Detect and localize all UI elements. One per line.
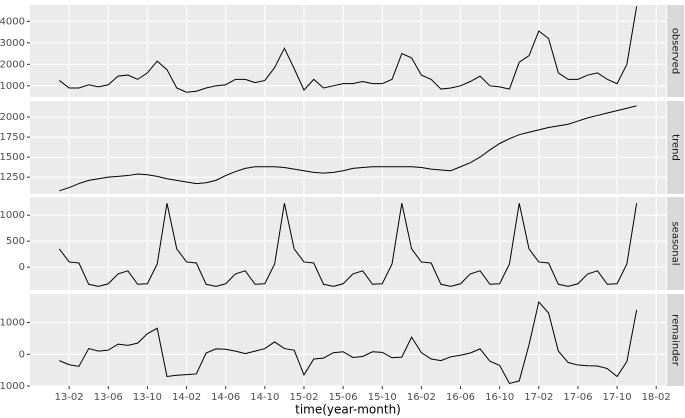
x-tick-label: 17-10 — [603, 392, 632, 403]
x-tick-label: 14-06 — [211, 392, 240, 403]
x-tick-label: 16-06 — [446, 392, 475, 403]
x-tick-label: 13-06 — [94, 392, 123, 403]
panel-background — [30, 101, 666, 194]
x-tick-label: 15-02 — [289, 392, 318, 403]
y-tick-label: 0 — [19, 349, 25, 360]
x-tick-label: 18-02 — [642, 392, 671, 403]
panel-background — [30, 197, 666, 290]
x-tick-label: 13-10 — [133, 392, 162, 403]
x-tick-label: 16-02 — [407, 392, 436, 403]
series-line — [59, 6, 638, 93]
x-tick-label: 14-02 — [172, 392, 201, 403]
x-tick-label: 14-10 — [250, 392, 279, 403]
x-tick-label: 15-10 — [368, 392, 397, 403]
series-line — [59, 105, 637, 192]
x-tick-label: 13-02 — [55, 392, 84, 403]
y-tick-label: 500 — [6, 236, 25, 247]
y-tick-label: 2000 — [0, 112, 25, 123]
x-axis-title: time(year-month) — [295, 403, 401, 417]
series-line — [59, 300, 638, 385]
strip-background — [667, 5, 684, 97]
y-tick-label: 0 — [19, 262, 25, 273]
x-tick-label: 17-02 — [524, 392, 553, 403]
y-tick-label: 1750 — [0, 132, 25, 143]
y-tick-label: 1250 — [0, 172, 25, 183]
y-tick-label: 3000 — [0, 38, 25, 49]
x-tick-label: 17-06 — [563, 392, 592, 403]
strip-background — [667, 294, 684, 386]
y-tick-label: 1500 — [0, 152, 25, 163]
y-tick-label: -1000 — [0, 381, 25, 392]
series-line — [58, 203, 638, 287]
strip-label: observed — [670, 28, 681, 74]
x-tick-label: 16-10 — [485, 392, 514, 403]
panel-background — [30, 5, 666, 97]
strip-label: seasonal — [670, 221, 681, 265]
strip-background — [667, 197, 684, 290]
y-tick-label: 1000 — [0, 210, 25, 221]
y-tick-label: 1000 — [0, 81, 25, 92]
y-tick-label: 4000 — [0, 16, 25, 27]
strip-label: trend — [670, 134, 681, 161]
x-tick-label: 15-06 — [329, 392, 358, 403]
y-tick-label: 2000 — [0, 59, 25, 70]
strip-label: remainder — [670, 314, 681, 367]
strip-background — [667, 101, 684, 194]
y-tick-label: 1000 — [0, 318, 25, 329]
panel-background — [30, 294, 666, 386]
